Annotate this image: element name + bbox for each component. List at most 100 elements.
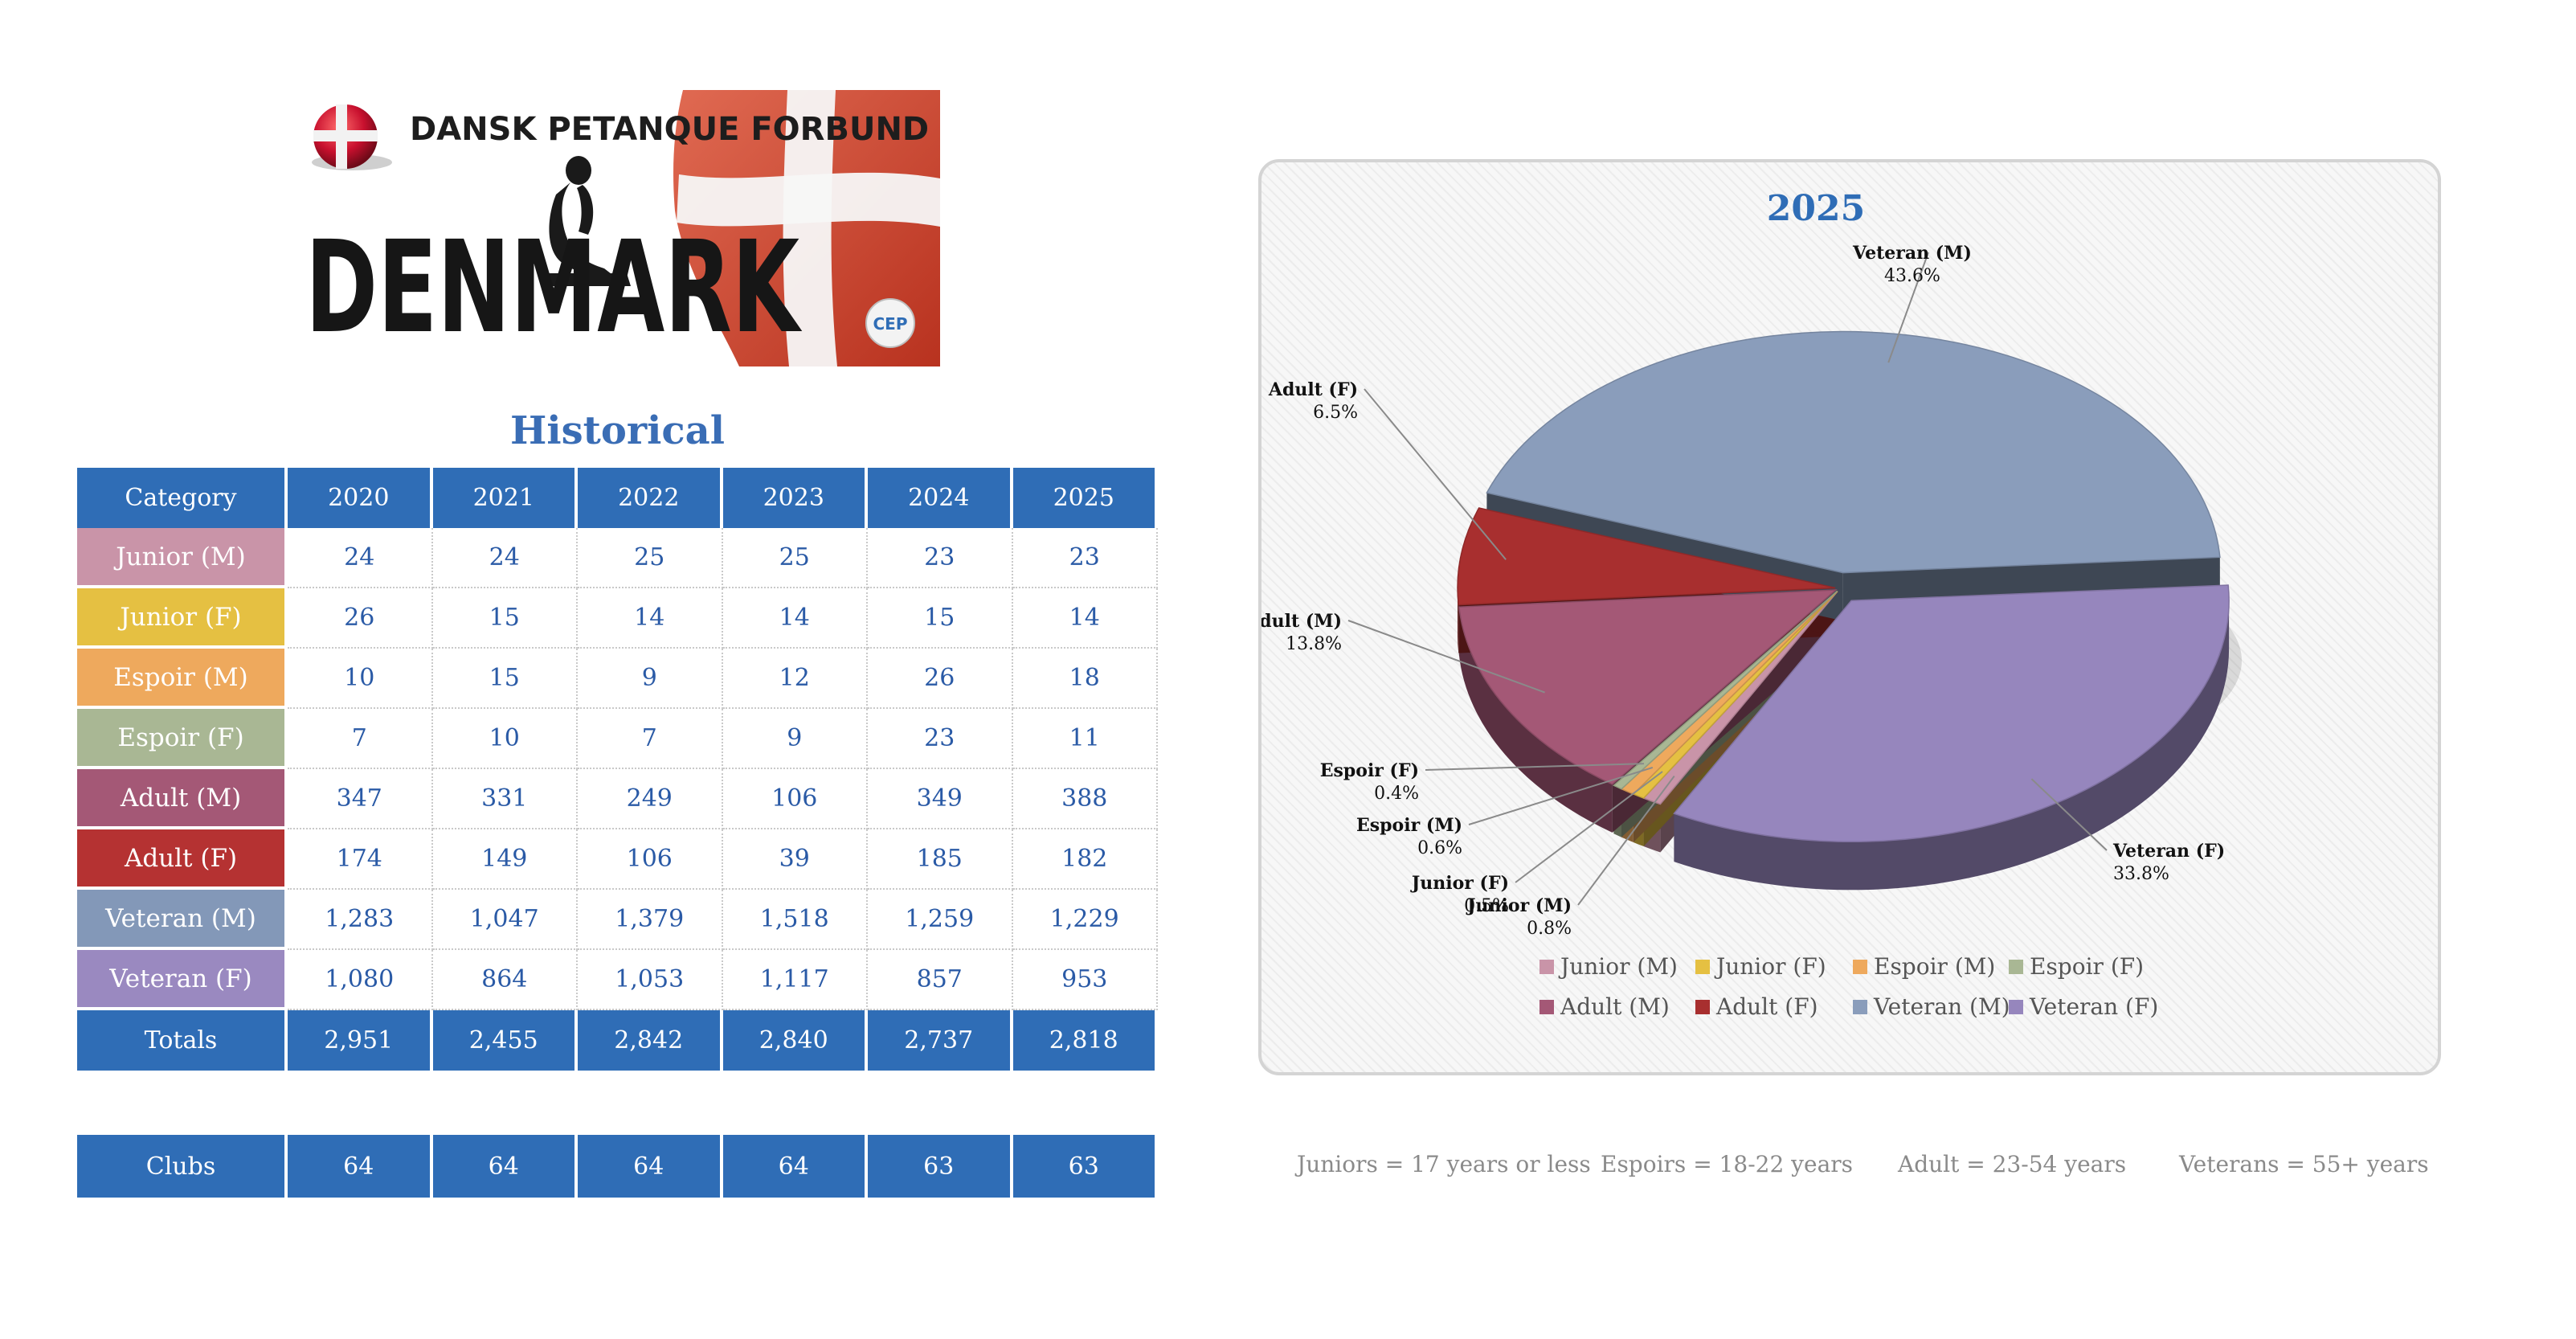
slice-data-label: Junior (F) 0.5% xyxy=(1410,873,1509,916)
legend-label: Espoir (F) xyxy=(2030,953,2144,980)
table-row: Veteran (M) 1,283 1,047 1,379 1,518 1,259 1,22… xyxy=(77,890,1158,950)
table-cell: 1,259 xyxy=(868,890,1013,950)
table-cell: 24 xyxy=(288,528,433,588)
historical-table: Category 2020 2021 2022 2023 2024 2025 Junior … xyxy=(77,468,1158,1071)
table-cell: 14 xyxy=(1012,588,1158,649)
slice-label-name: Veteran (F) xyxy=(2112,841,2225,862)
totals-cell: 2,818 xyxy=(1012,1010,1158,1071)
row-category-label: Adult (F) xyxy=(77,829,288,890)
table-cell: 1,283 xyxy=(288,890,433,950)
table-cell: 25 xyxy=(722,528,868,588)
table-cell: 14 xyxy=(722,588,868,649)
country-title: DENMARK xyxy=(305,214,803,362)
legend-label: Veteran (F) xyxy=(2029,993,2158,1020)
flag-cross-horizontal xyxy=(677,172,940,227)
label-leader-line xyxy=(1468,767,1654,825)
table-row: Espoir (F) 7 10 7 9 23 11 xyxy=(77,709,1158,769)
table-row: Espoir (M) 10 15 9 12 26 18 xyxy=(77,649,1158,709)
clubs-cell: 64 xyxy=(288,1135,433,1198)
legend-swatch xyxy=(1695,960,1710,974)
label-leader-line xyxy=(1515,771,1663,883)
header-year: 2020 xyxy=(288,468,433,528)
clubs-row: Clubs 64 64 64 64 63 63 xyxy=(77,1135,1158,1198)
table-cell: 18 xyxy=(1012,649,1158,709)
legend-swatch xyxy=(1695,1000,1710,1014)
table-cell: 15 xyxy=(432,588,578,649)
legend-label: Junior (F) xyxy=(1714,953,1826,980)
slice-label-value: 0.5% xyxy=(1464,896,1509,916)
table-cell: 23 xyxy=(868,709,1013,769)
legend-label: Adult (F) xyxy=(1715,993,1818,1020)
chart-title: 2025 xyxy=(1767,188,1865,229)
header-category: Category xyxy=(77,468,288,528)
table-cell: 23 xyxy=(868,528,1013,588)
slice-data-label: Junior (M) 0.8% xyxy=(1466,895,1572,939)
header-year: 2022 xyxy=(578,468,723,528)
slice-data-label: Veteran (M) 43.6% xyxy=(1852,243,1972,286)
table-cell: 1,518 xyxy=(722,890,868,950)
clubs-label: Clubs xyxy=(77,1135,288,1198)
pie-chart: 2025 Junior (M) 0.8%Junior (F) 0.5%Espoir … xyxy=(1261,188,2242,1020)
slice-data-label: Veteran (F) 33.8% xyxy=(2112,841,2225,884)
totals-label: Totals xyxy=(77,1010,288,1071)
table-cell: 15 xyxy=(432,649,578,709)
slice-data-label: Espoir (F) 0.4% xyxy=(1320,760,1419,804)
slice-label-value: 0.8% xyxy=(1527,919,1572,939)
table-row: Veteran (F) 1,080 864 1,053 1,117 857 953 xyxy=(77,950,1158,1010)
pie-slice-side xyxy=(1458,607,1613,833)
table-cell: 7 xyxy=(578,709,723,769)
legend-swatch xyxy=(2009,1000,2023,1014)
table-cell: 106 xyxy=(578,829,723,890)
slice-data-label: Adult (M)13.8% xyxy=(1261,611,1342,654)
slice-label-value: 0.6% xyxy=(1417,838,1462,858)
slice-label-name: Adult (F) xyxy=(1268,379,1358,400)
org-name: DANSK PETANQUE FORBUND xyxy=(410,111,929,148)
row-category-label: Veteran (F) xyxy=(77,950,288,1010)
table-cell: 1,080 xyxy=(288,950,433,1010)
table-row: Adult (F) 174 149 106 39 185 182 xyxy=(77,829,1158,890)
table-cell: 347 xyxy=(288,769,433,829)
table-cell: 149 xyxy=(432,829,578,890)
table-cell: 185 xyxy=(868,829,1013,890)
table-row: Junior (M) 24 24 25 25 23 23 xyxy=(77,528,1158,588)
historical-title: Historical xyxy=(510,408,725,453)
table-cell: 106 xyxy=(722,769,868,829)
legend-label: Junior (M) xyxy=(1558,953,1678,980)
table-cell: 174 xyxy=(288,829,433,890)
cep-emblem-text: CEP xyxy=(873,314,908,334)
slice-label-name: Junior (F) xyxy=(1410,873,1509,894)
clubs-table: Clubs 64 64 64 64 63 63 xyxy=(77,1135,1158,1198)
table-cell: 864 xyxy=(432,950,578,1010)
clubs-cell: 63 xyxy=(868,1135,1013,1198)
table-cell: 1,117 xyxy=(722,950,868,1010)
table-cell: 1,047 xyxy=(432,890,578,950)
pie-slice-veteran-m xyxy=(1486,330,2221,574)
table-cell: 249 xyxy=(578,769,723,829)
age-note-espoirs: Espoirs = 18-22 years xyxy=(1601,1151,1854,1177)
table-cell: 388 xyxy=(1012,769,1158,829)
pie-slice-adult-f xyxy=(1457,507,1836,606)
table-cell: 15 xyxy=(868,588,1013,649)
table-header-row: Category 2020 2021 2022 2023 2024 2025 xyxy=(77,468,1158,528)
slice-label-value: 6.5% xyxy=(1313,403,1358,423)
label-leader-line xyxy=(1347,620,1545,694)
table-row: Adult (M) 347 331 249 106 349 388 xyxy=(77,769,1158,829)
clubs-cell: 63 xyxy=(1012,1135,1158,1198)
table-cell: 7 xyxy=(288,709,433,769)
legend-label: Espoir (M) xyxy=(1874,953,1995,980)
header-year: 2025 xyxy=(1012,468,1158,528)
pie-slice-adult-m xyxy=(1458,589,1838,785)
table-cell: 26 xyxy=(288,588,433,649)
row-category-label: Veteran (M) xyxy=(77,890,288,950)
age-note-juniors: Juniors = 17 years or less xyxy=(1297,1151,1591,1177)
slice-label-value: 13.8% xyxy=(1286,634,1342,654)
slice-label-value: 43.6% xyxy=(1884,266,1940,286)
table-cell: 857 xyxy=(868,950,1013,1010)
slice-label-name: Espoir (M) xyxy=(1356,815,1462,836)
label-leader-line xyxy=(2030,778,2108,851)
row-category-label: Espoir (F) xyxy=(77,709,288,769)
totals-cell: 2,951 xyxy=(288,1010,433,1071)
legend-label: Veteran (M) xyxy=(1873,993,2010,1020)
table-cell: 1,229 xyxy=(1012,890,1158,950)
table-cell: 14 xyxy=(578,588,723,649)
